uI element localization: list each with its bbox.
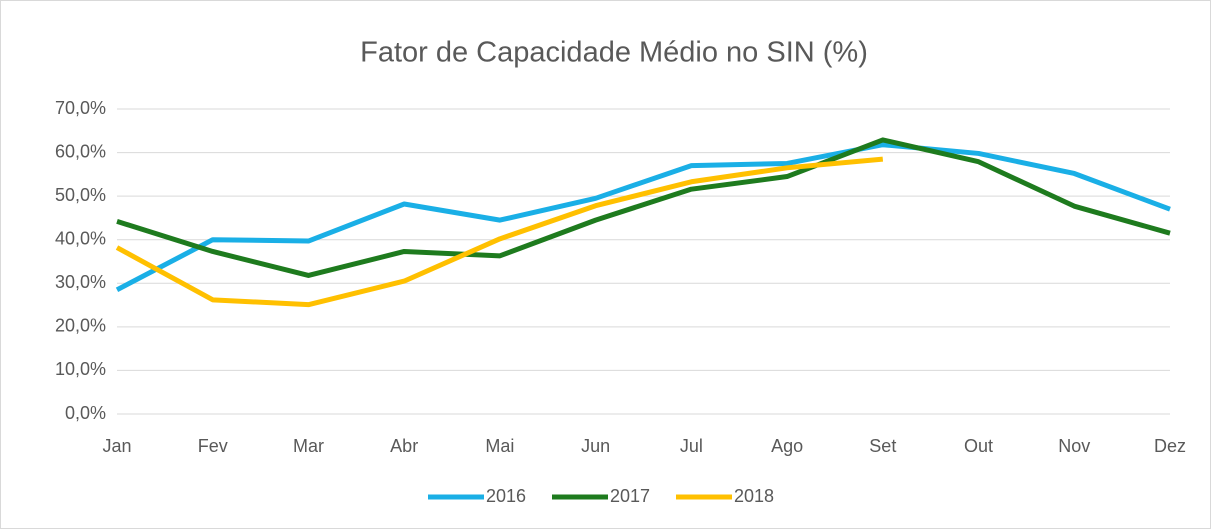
chart-title: Fator de Capacidade Médio no SIN (%) (360, 37, 868, 69)
series-line (115, 142, 1171, 293)
series-line (116, 137, 1171, 278)
x-tick-label: Dez (1154, 436, 1186, 456)
x-tick-label: Ago (771, 436, 803, 456)
y-tick-label: 50,0% (55, 185, 106, 205)
x-tick-label: Out (964, 436, 993, 456)
x-tick-label: Jan (102, 436, 131, 456)
x-tick-label: Nov (1058, 436, 1090, 456)
legend-label: 2017 (610, 486, 650, 506)
x-tick-label: Abr (390, 436, 418, 456)
y-tick-label: 30,0% (55, 272, 106, 292)
y-tick-label: 20,0% (55, 316, 106, 336)
y-tick-label: 10,0% (55, 359, 106, 379)
x-tick-label: Mai (485, 436, 514, 456)
x-tick-label: Fev (198, 436, 228, 456)
y-tick-label: 0,0% (65, 403, 106, 423)
x-tick-label: Set (869, 436, 896, 456)
legend-label: 2018 (734, 486, 774, 506)
x-tick-label: Mar (293, 436, 324, 456)
x-tick-label: Jun (581, 436, 610, 456)
legend-label: 2016 (486, 486, 526, 506)
y-tick-label: 70,0% (55, 98, 106, 118)
y-tick-label: 40,0% (55, 228, 106, 248)
series-line (115, 156, 884, 308)
x-tick-label: Jul (680, 436, 703, 456)
y-tick-label: 60,0% (55, 141, 106, 161)
